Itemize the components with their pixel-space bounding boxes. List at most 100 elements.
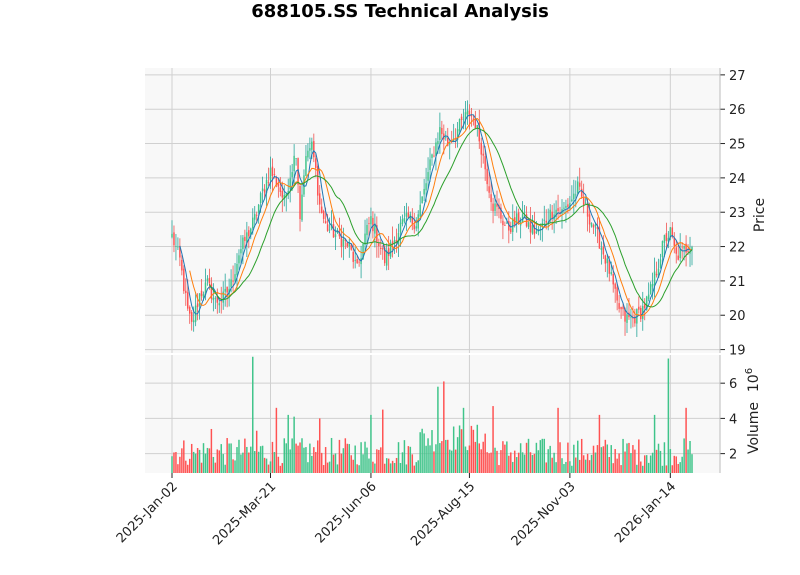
volume-bar — [470, 425, 473, 473]
x-tick-label: 2025-Jun-06 — [313, 479, 380, 546]
candle-body — [248, 230, 250, 237]
candle-body — [364, 233, 366, 245]
volume-bar — [498, 465, 500, 473]
candle-body — [307, 150, 309, 158]
volume-bar — [409, 446, 412, 473]
volume-bar — [645, 455, 648, 473]
candle-body — [263, 189, 266, 193]
volume-bar — [575, 457, 577, 473]
volume-bar — [636, 464, 638, 473]
candle-body — [303, 175, 305, 195]
candle-body — [261, 188, 264, 191]
volume-bar — [529, 452, 532, 473]
candle-body — [358, 261, 360, 263]
volume-bar — [179, 456, 181, 473]
candle-body — [234, 274, 236, 281]
volume-bar — [252, 356, 254, 473]
volume-bar — [494, 447, 496, 473]
volume-bar — [240, 454, 242, 473]
candle-body — [683, 245, 685, 249]
candle-body — [549, 209, 551, 221]
volume-bar — [183, 440, 185, 473]
candle-body — [689, 251, 691, 254]
candle-body — [472, 118, 475, 120]
volume-bar — [242, 452, 244, 473]
volume-bar — [265, 458, 268, 473]
x-tick-label: 2025-Aug-15 — [408, 479, 478, 549]
volume-bar — [322, 465, 325, 473]
candle-body — [484, 156, 486, 170]
candle-body — [604, 255, 607, 264]
ma-mid-line — [189, 118, 693, 317]
volume-bar — [415, 462, 417, 473]
candle-body — [640, 308, 642, 320]
price-tick-label: 21 — [729, 275, 746, 290]
candle-body — [279, 187, 282, 193]
volume-bar — [190, 443, 193, 473]
candle-body — [651, 283, 654, 287]
volume-bar — [328, 461, 331, 473]
candle-body — [663, 235, 666, 243]
volume-bar — [492, 406, 494, 473]
candle-body — [649, 284, 652, 295]
candle-body — [220, 300, 222, 302]
volume-bar — [248, 452, 250, 473]
volume-bar — [267, 464, 270, 473]
candle-body — [218, 303, 221, 306]
candle-body — [474, 118, 477, 129]
volume-bar — [202, 443, 205, 473]
volume-bar — [246, 446, 248, 473]
candle-body — [378, 243, 380, 247]
volume-bar — [194, 453, 197, 473]
candle-body — [655, 273, 658, 276]
candle-body — [506, 222, 508, 224]
candle-body — [630, 316, 632, 318]
volume-bar — [293, 416, 295, 473]
candle-body — [397, 232, 400, 245]
volume-tick-label: 2 — [729, 448, 737, 463]
candle-body — [230, 279, 232, 287]
candle-body — [577, 181, 579, 194]
candle-body — [464, 112, 467, 120]
volume-bar — [206, 447, 209, 473]
candle-body — [190, 312, 193, 322]
volume-bar — [582, 455, 585, 473]
volume-bar — [318, 418, 321, 473]
candle-body — [252, 217, 254, 229]
volume-bar — [602, 446, 605, 473]
candle-body — [533, 225, 536, 235]
volume-bar — [533, 453, 536, 473]
candle-body — [267, 181, 270, 183]
candle-body — [523, 211, 526, 213]
volume-layer — [171, 356, 693, 473]
volume-bar — [391, 460, 394, 473]
candle-body — [557, 208, 559, 212]
volume-bar — [244, 438, 246, 473]
candle-body — [192, 320, 195, 323]
volume-bar — [640, 461, 642, 473]
volume-bar — [378, 449, 380, 473]
candle-body — [285, 193, 287, 197]
volume-bar — [608, 457, 611, 473]
volume-bar — [403, 440, 406, 473]
volume-bar — [354, 445, 356, 473]
volume-bar — [397, 442, 400, 473]
volume-bar — [517, 452, 520, 473]
volume-bar — [539, 440, 542, 473]
volume-bar — [177, 464, 179, 473]
candle-body — [571, 199, 573, 202]
candle-body — [567, 204, 569, 207]
candle-body — [521, 214, 524, 222]
candle-body — [667, 237, 670, 242]
volume-bar — [647, 462, 650, 473]
volume-bar — [317, 440, 319, 473]
volume-bar — [452, 426, 455, 473]
volume-bar — [443, 381, 445, 473]
volume-bar — [588, 460, 591, 473]
volume-bar — [401, 452, 404, 473]
volume-bar — [352, 459, 354, 473]
candle-body — [685, 243, 687, 253]
chart-title: 688105.SS Technical Analysis — [251, 1, 549, 22]
volume-bar — [188, 458, 191, 473]
volume-bar — [561, 458, 563, 473]
